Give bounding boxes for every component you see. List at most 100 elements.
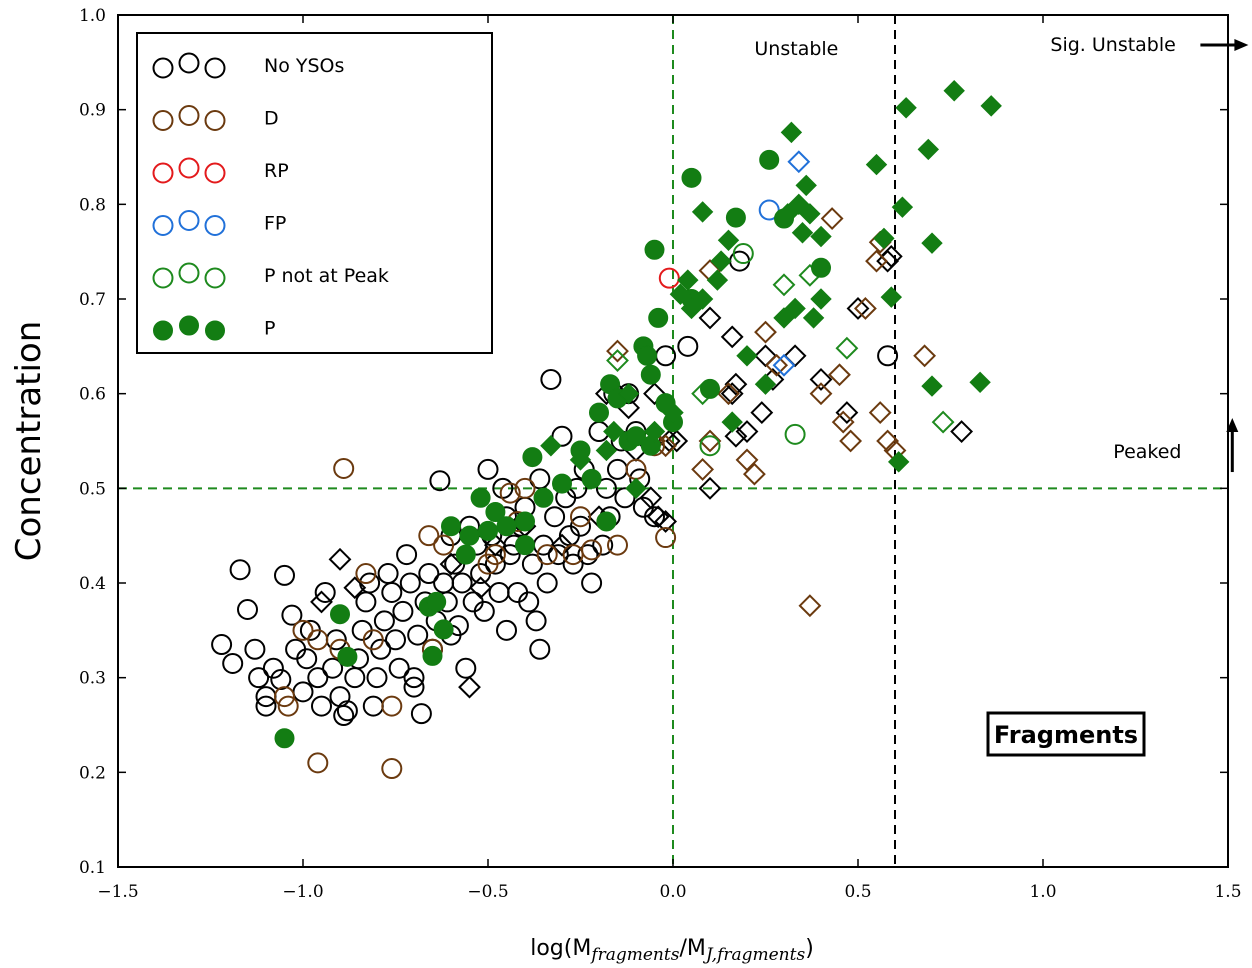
point-diamond-s0-2: [310, 590, 333, 614]
point-diamond-s5-27: [802, 307, 825, 329]
point-circle-s0-64: [499, 544, 521, 566]
point-circle-s5-4: [433, 619, 454, 640]
legend-label: P: [264, 318, 275, 340]
point-circle-s0-71: [525, 610, 547, 632]
point-diamond-s5-40: [969, 371, 991, 394]
point-diamond-s0-6: [483, 533, 507, 557]
point-diamond-s5-2: [595, 439, 618, 462]
legend-marker-1-1: [178, 105, 200, 126]
point-diamond-s0-0: [328, 547, 352, 571]
point-diamond-s0-27: [754, 344, 777, 368]
point-circle-s0-28: [366, 667, 388, 689]
point-circle-s0-18: [322, 657, 344, 679]
legend-marker-2-0: [152, 162, 174, 184]
point-circle-s5-15: [552, 473, 572, 494]
point-diamond-s5-9: [677, 269, 699, 291]
point-circle-s5-40: [515, 511, 535, 532]
point-circle-s5-33: [725, 207, 746, 228]
point-diamond-s5-33: [887, 451, 910, 473]
x-tick-label: 1.0: [1029, 882, 1056, 902]
point-diamond-s5-29: [810, 225, 832, 248]
point-diamond-s0-16: [654, 510, 678, 533]
point-diamond-s1-12: [820, 207, 844, 230]
point-circle-s0-10: [281, 604, 303, 626]
point-diamond-s1-14: [831, 410, 855, 434]
point-circle-s1-8: [362, 629, 384, 651]
point-diamond-s1-7: [742, 462, 766, 486]
legend-marker-5-2: [205, 320, 225, 341]
fragments-box: [986, 711, 1146, 757]
point-diamond-s4-4: [606, 349, 629, 372]
x-tick-label: −1.5: [97, 882, 138, 902]
point-circle-s1-10: [418, 525, 440, 547]
point-circle-s5-38: [470, 487, 491, 508]
point-diamond-s4-0: [772, 273, 796, 297]
point-circle-s0-45: [429, 470, 451, 492]
point-diamond-s5-35: [895, 97, 917, 119]
y-tick-label: 0.5: [79, 479, 106, 499]
legend-label: RP: [264, 160, 289, 182]
point-diamond-s5-17: [736, 345, 758, 367]
point-circle-s1-5: [307, 629, 329, 651]
point-circle-s5-37: [596, 511, 617, 532]
x-axis-label-part: /M: [679, 936, 705, 961]
point-diamond-s1-18: [868, 401, 892, 425]
point-diamond-s1-21: [913, 344, 937, 368]
point-circle-s3-0: [758, 199, 780, 221]
point-diamond-s0-25: [735, 420, 759, 443]
point-circle-s5-11: [496, 516, 517, 537]
point-circle-s0-70: [521, 553, 543, 575]
point-circle-s0-85: [577, 544, 599, 566]
point-diamond-s5-5: [625, 477, 647, 500]
legend-label: FP: [264, 213, 286, 235]
point-circle-s0-9: [274, 564, 295, 586]
point-diamond-s0-30: [809, 368, 833, 391]
point-diamond-s4-3: [931, 410, 955, 434]
point-circle-s0-42: [418, 563, 440, 585]
point-diamond-s5-41: [980, 95, 1002, 117]
point-circle-s5-34: [759, 149, 780, 170]
point-circle-s0-77: [547, 544, 569, 566]
annotations: Unstable Sig. Unstable Peaked Fragments: [754, 34, 1249, 757]
point-circle-s5-32: [700, 378, 720, 399]
point-circle-s0-102: [677, 335, 699, 357]
point-diamond-s5-34: [891, 196, 914, 218]
legend-marker-2-2: [204, 162, 226, 184]
point-circle-s0-39: [407, 624, 429, 646]
point-diamond-s0-14: [643, 382, 666, 406]
point-diamond-s5-4: [617, 382, 640, 405]
point-diamond-s5-0: [540, 435, 562, 457]
annotation-arrow-right-head: [1234, 38, 1249, 51]
point-circle-s0-13: [296, 648, 318, 670]
point-diamond-s5-30: [865, 153, 888, 176]
point-circle-s0-58: [477, 458, 499, 480]
point-diamond-s5-16: [721, 411, 743, 433]
y-tick-label: 0.8: [79, 195, 106, 215]
point-diamond-s5-14: [710, 250, 732, 272]
point-circle-s5-1: [337, 646, 358, 667]
point-circle-s0-3: [237, 599, 258, 621]
point-diamond-s0-3: [439, 552, 463, 576]
point-diamond-s1-10: [798, 594, 822, 618]
point-diamond-s5-15: [717, 229, 740, 252]
legend-marker-4-2: [204, 267, 226, 289]
x-axis-label-part: ): [805, 936, 814, 961]
point-circle-s0-0: [211, 634, 233, 656]
point-circle-s1-24: [655, 527, 677, 549]
point-diamond-s1-3: [691, 457, 715, 481]
point-circle-s5-26: [648, 307, 669, 328]
point-circle-s0-32: [381, 581, 403, 603]
point-circle-s5-6: [426, 591, 447, 612]
point-circle-s5-3: [422, 645, 443, 666]
point-circle-s1-17: [536, 544, 558, 566]
point-circle-s0-33: [385, 629, 406, 651]
legend-box: [136, 32, 493, 354]
point-circle-s0-78: [551, 425, 573, 447]
point-circle-s5-14: [533, 487, 554, 508]
point-diamond-s5-25: [795, 174, 817, 197]
point-circle-s5-27: [644, 239, 665, 260]
point-diamond-s1-6: [735, 448, 759, 472]
point-diamond-s1-13: [828, 363, 851, 387]
point-circle-s0-21: [336, 700, 358, 722]
